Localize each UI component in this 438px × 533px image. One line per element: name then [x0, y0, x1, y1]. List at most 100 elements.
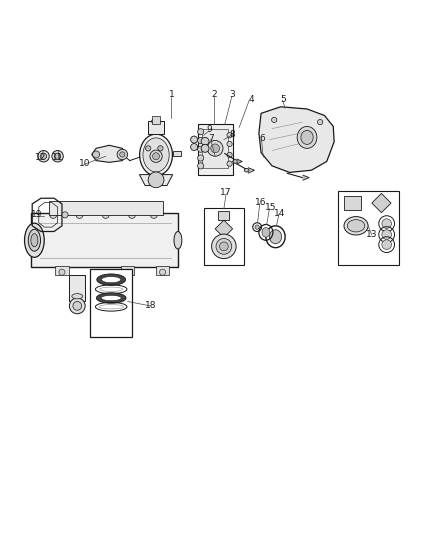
Circle shape	[211, 234, 236, 259]
Bar	[49, 201, 162, 215]
Circle shape	[54, 153, 60, 159]
Circle shape	[215, 238, 231, 254]
Circle shape	[226, 133, 232, 138]
Circle shape	[226, 161, 232, 166]
Text: 19: 19	[31, 211, 42, 220]
Bar	[121, 266, 134, 275]
Ellipse shape	[31, 233, 38, 247]
Bar	[201, 128, 228, 168]
Circle shape	[381, 240, 391, 249]
Ellipse shape	[50, 210, 56, 214]
Text: 1: 1	[168, 91, 174, 100]
Circle shape	[159, 269, 165, 275]
Circle shape	[69, 298, 85, 314]
Ellipse shape	[103, 210, 108, 214]
Circle shape	[201, 138, 208, 146]
Ellipse shape	[233, 160, 237, 163]
Ellipse shape	[269, 230, 281, 244]
Bar	[90, 269, 132, 336]
Polygon shape	[197, 124, 232, 175]
Ellipse shape	[72, 294, 82, 299]
Text: 16: 16	[254, 198, 266, 207]
Circle shape	[150, 150, 162, 163]
Polygon shape	[92, 146, 126, 163]
Circle shape	[92, 151, 99, 158]
Polygon shape	[258, 107, 333, 172]
Ellipse shape	[101, 295, 121, 301]
Circle shape	[207, 141, 223, 156]
Circle shape	[201, 144, 208, 152]
Ellipse shape	[343, 216, 367, 235]
Ellipse shape	[28, 229, 40, 251]
Text: 14: 14	[274, 208, 285, 217]
Ellipse shape	[96, 293, 126, 303]
Circle shape	[226, 141, 232, 147]
Ellipse shape	[101, 277, 120, 282]
Text: 17: 17	[220, 189, 231, 198]
Ellipse shape	[96, 274, 125, 285]
Bar	[148, 121, 163, 134]
Text: 18: 18	[144, 301, 156, 310]
Ellipse shape	[143, 138, 169, 172]
Circle shape	[102, 212, 109, 219]
Circle shape	[197, 128, 203, 135]
Circle shape	[120, 152, 125, 157]
Circle shape	[152, 153, 159, 160]
Bar	[69, 275, 85, 301]
Polygon shape	[247, 167, 254, 173]
Text: 3: 3	[228, 91, 234, 100]
Circle shape	[49, 212, 57, 219]
Circle shape	[150, 212, 157, 219]
Circle shape	[73, 302, 81, 310]
Text: 10: 10	[79, 159, 90, 168]
Bar	[55, 266, 68, 275]
Ellipse shape	[25, 223, 44, 257]
Circle shape	[219, 242, 228, 251]
Circle shape	[52, 150, 63, 162]
Text: 2: 2	[211, 91, 216, 100]
Circle shape	[145, 146, 150, 151]
Circle shape	[210, 144, 219, 153]
Text: 7: 7	[208, 134, 213, 143]
Circle shape	[38, 150, 49, 162]
Ellipse shape	[297, 126, 316, 148]
Circle shape	[317, 119, 322, 125]
Polygon shape	[236, 159, 242, 164]
Circle shape	[271, 117, 276, 123]
Ellipse shape	[244, 168, 248, 172]
Circle shape	[190, 136, 197, 143]
Circle shape	[197, 163, 203, 169]
Text: 13: 13	[365, 230, 377, 239]
Ellipse shape	[300, 131, 312, 144]
Ellipse shape	[346, 220, 364, 232]
Ellipse shape	[77, 210, 82, 214]
Text: 12: 12	[35, 154, 46, 163]
Circle shape	[381, 219, 391, 229]
Circle shape	[197, 155, 203, 161]
Polygon shape	[215, 220, 232, 238]
Bar	[204, 208, 243, 265]
Text: 11: 11	[52, 154, 63, 163]
Bar	[218, 212, 229, 220]
Text: 9: 9	[206, 125, 212, 134]
Polygon shape	[371, 193, 390, 213]
Bar	[155, 266, 169, 275]
Ellipse shape	[151, 210, 156, 214]
Circle shape	[381, 230, 391, 239]
Bar	[343, 197, 360, 209]
Text: 8: 8	[228, 130, 234, 139]
Polygon shape	[302, 175, 308, 180]
Ellipse shape	[261, 228, 269, 237]
Circle shape	[157, 146, 162, 151]
Ellipse shape	[151, 118, 160, 124]
Ellipse shape	[139, 134, 172, 176]
Circle shape	[62, 212, 68, 218]
Circle shape	[40, 153, 46, 159]
Circle shape	[197, 138, 203, 143]
Text: 5: 5	[280, 95, 286, 104]
Text: 6: 6	[259, 134, 265, 143]
Bar	[337, 191, 398, 265]
Circle shape	[76, 212, 83, 219]
Text: 15: 15	[264, 204, 276, 212]
Ellipse shape	[173, 231, 181, 249]
